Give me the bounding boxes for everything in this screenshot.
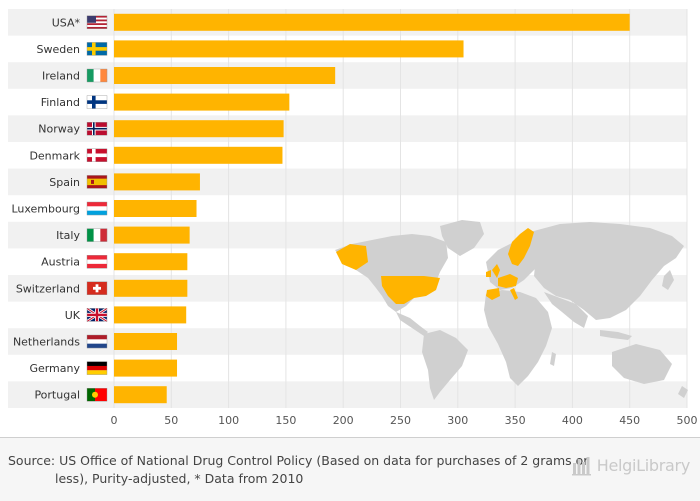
bar [114,279,188,297]
flag-italy-icon [86,228,108,242]
flags [86,15,108,402]
x-tick-label: 250 [390,414,411,427]
bar [114,253,188,271]
category-label: Spain [49,176,80,189]
row-band [8,168,687,196]
category-label: Ireland [42,70,80,83]
row-band [8,381,687,408]
category-label: Switzerland [16,282,80,295]
flag-usa-icon [86,15,108,30]
bar-chart: USA* Sweden Ireland Finland Norway Denmark Spa… [8,9,698,427]
flag-switzerland-icon [86,281,108,295]
row-bands [8,9,687,408]
x-tick-label: 100 [218,414,239,427]
bar [114,13,630,31]
bar [114,93,290,111]
category-label: Luxembourg [11,203,80,216]
flag-sweden-icon [86,42,108,56]
flag-germany-icon [86,361,108,375]
x-tick-label: 350 [505,414,526,427]
bars [114,13,630,404]
x-tick-label: 50 [164,414,178,427]
flag-luxembourg-icon [86,201,108,216]
flag-finland-icon [86,95,108,109]
category-label: Portugal [34,389,80,402]
category-label: Netherlands [13,336,80,349]
x-tick-label: 0 [111,414,118,427]
bar [114,386,167,404]
bar [114,120,284,138]
category-label: Finland [41,96,80,109]
row-band [8,62,687,89]
footer: Source: US Office of National Drug Contr… [0,437,700,501]
bar [114,359,178,377]
source-note: Source: US Office of National Drug Contr… [8,453,589,486]
bar [114,200,197,217]
row-band [8,115,687,142]
flag-norway-icon [86,121,108,136]
brand[interactable]: HelgiLibrary [571,454,690,476]
category-label: Italy [56,229,80,242]
flag-austria-icon [86,254,108,269]
bar [114,67,336,84]
category-labels: USA* Sweden Ireland Finland Norway Denmark Spa… [11,16,80,401]
bar [114,333,178,350]
world-map-icon [335,220,688,400]
x-tick-label: 200 [333,414,354,427]
brand-name: HelgiLibrary [596,455,691,475]
category-label: UK [65,309,81,322]
x-tick-label: 150 [275,414,296,427]
bar [114,173,200,191]
helgilibrary-logo-icon [571,457,591,476]
flag-ireland-icon [86,68,108,83]
x-tick-label: 450 [619,414,640,427]
category-label: Norway [38,123,80,136]
bar [114,146,283,164]
row-band [8,328,687,355]
category-label: Denmark [29,149,80,162]
bar [114,306,187,324]
category-label: Austria [41,256,80,269]
flag-spain-icon [86,175,108,189]
x-axis-ticks: 0 50 100 150 200 250 300 350 400 450 500 [111,414,698,427]
category-label: Germany [29,362,80,375]
flag-denmark-icon [86,148,108,163]
bar [114,226,190,244]
x-tick-label: 400 [562,414,583,427]
category-label: Sweden [37,43,80,56]
flag-portugal-icon [86,388,108,402]
x-tick-label: 500 [677,414,698,427]
flag-uk-icon [86,307,108,323]
bar [114,40,464,58]
category-label: USA* [52,16,81,29]
x-tick-label: 300 [447,414,468,427]
flag-netherlands-icon [86,334,108,349]
